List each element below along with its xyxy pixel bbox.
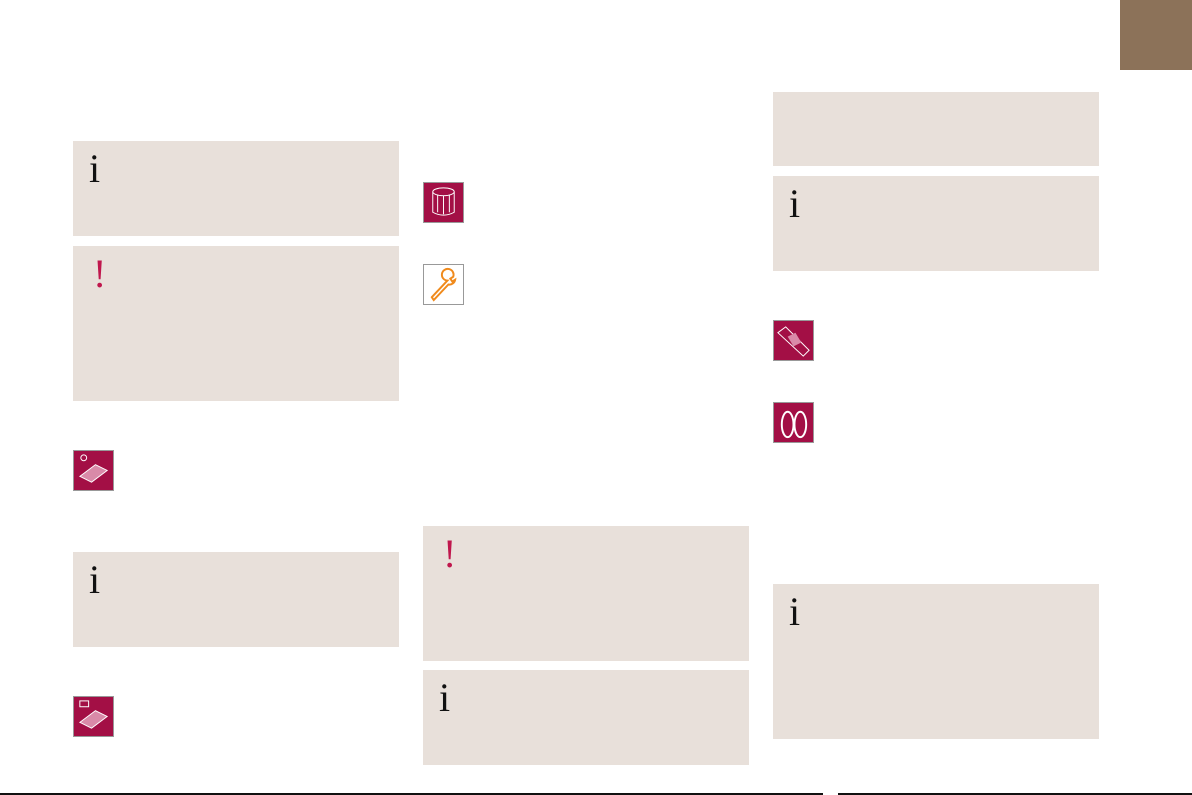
info-icon: i (789, 181, 801, 226)
bottom-rule (838, 793, 1192, 795)
info-box: i (773, 176, 1099, 271)
info-icon: i (89, 557, 101, 602)
warning-box: ! (73, 246, 399, 401)
info-icon: i (439, 675, 451, 720)
info-box: i (73, 141, 399, 236)
chapter-tab[interactable] (1120, 0, 1192, 70)
info-box: i (773, 584, 1099, 739)
info-icon: i (789, 589, 801, 634)
info-box: i (423, 670, 749, 765)
warning-box: ! (423, 526, 749, 661)
cabin-filter-icon (73, 450, 114, 491)
warning-icon: ! (93, 251, 107, 296)
wrench-icon (423, 264, 464, 305)
info-box: i (73, 552, 399, 647)
oil-filter-icon (423, 182, 464, 223)
warning-icon: ! (443, 531, 457, 576)
engine-air-filter-icon (73, 696, 114, 737)
brake-pads-icon (773, 402, 814, 443)
info-icon: i (89, 146, 101, 191)
note-box (773, 92, 1099, 166)
wiper-blade-icon (773, 320, 814, 361)
bottom-rule (0, 793, 823, 795)
